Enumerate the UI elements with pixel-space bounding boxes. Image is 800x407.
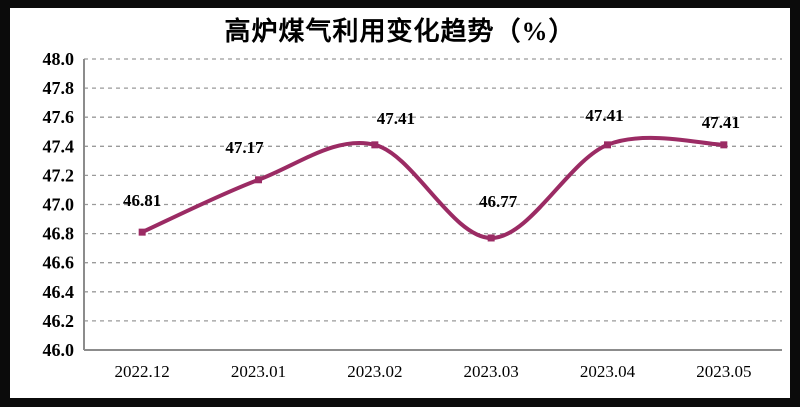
data-point-marker xyxy=(371,141,379,149)
data-point-label: 47.41 xyxy=(702,113,740,132)
x-tick-label: 2023.05 xyxy=(696,362,751,381)
y-tick-label: 47.6 xyxy=(43,107,75,127)
data-point-label: 46.77 xyxy=(479,192,518,211)
x-tick-label: 2023.04 xyxy=(580,362,636,381)
y-tick-label: 46.4 xyxy=(43,282,75,302)
chart-title: 高炉煤气利用变化趋势（%） xyxy=(224,17,576,46)
y-tick-label: 47.0 xyxy=(43,195,75,215)
data-point-label: 47.41 xyxy=(585,106,623,125)
y-tick-label: 48.0 xyxy=(43,49,75,69)
data-point-marker xyxy=(138,228,146,236)
y-tick-label: 47.2 xyxy=(43,165,75,185)
y-tick-label: 46.0 xyxy=(43,340,75,360)
data-point-marker xyxy=(255,176,262,184)
data-point-marker xyxy=(487,234,495,242)
data-point-label: 47.17 xyxy=(225,138,264,157)
x-tick-label: 2023.03 xyxy=(464,362,519,381)
data-point-marker xyxy=(720,141,728,149)
y-tick-label: 46.2 xyxy=(43,311,75,331)
trend-line xyxy=(140,135,726,241)
y-tick-label: 47.8 xyxy=(43,78,75,98)
data-point-marker xyxy=(604,141,611,149)
x-tick-label: 2023.02 xyxy=(347,362,402,381)
x-tick-label: 2023.01 xyxy=(231,362,286,381)
line-chart-svg: 48.0 47.8 47.6 47.4 47.2 47.0 46.8 46.6 46.4 46.2… xyxy=(43,49,782,381)
data-point-label: 47.41 xyxy=(377,109,415,128)
y-tick-label: 46.8 xyxy=(43,224,75,244)
x-tick-label: 2022.12 xyxy=(115,362,170,381)
y-tick-label: 47.4 xyxy=(43,136,75,156)
y-tick-label: 46.6 xyxy=(43,253,75,273)
data-point-label: 46.81 xyxy=(123,191,161,210)
